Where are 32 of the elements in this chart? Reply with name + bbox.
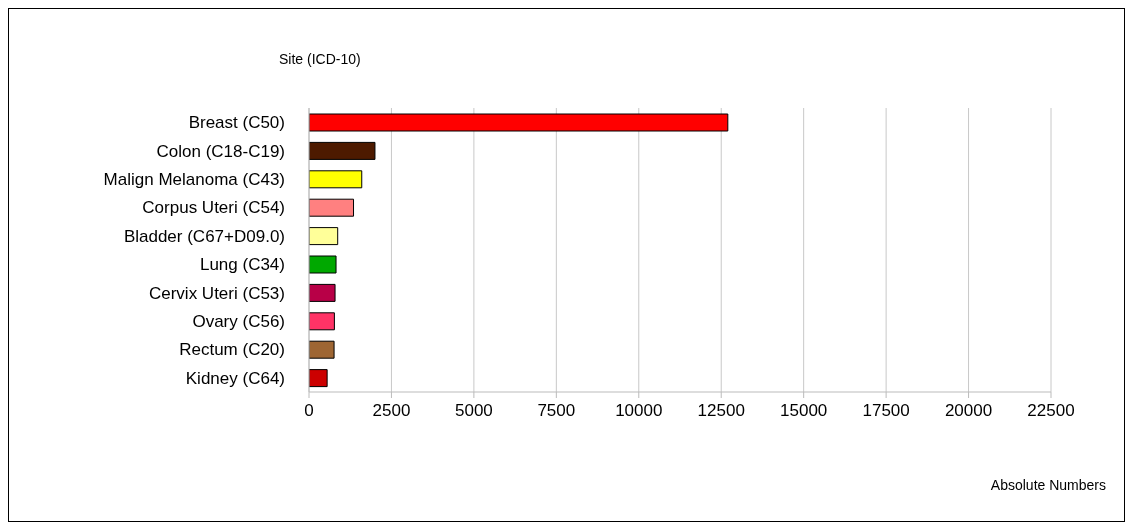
bar xyxy=(309,170,363,189)
x-tick-label: 22500 xyxy=(1027,401,1075,421)
y-tick-label: Colon (C18-C19) xyxy=(156,141,285,161)
bar xyxy=(309,312,335,331)
y-tick-label: Lung (C34) xyxy=(199,255,285,275)
x-tick-label: 7500 xyxy=(537,401,576,421)
y-tick-label: Rectum (C20) xyxy=(179,340,285,360)
bar xyxy=(309,227,339,246)
x-tick-label: 12500 xyxy=(697,401,745,421)
x-tick-label: 15000 xyxy=(780,401,828,421)
y-tick-label: Bladder (C67+D09.0) xyxy=(123,226,285,246)
y-tick-label: Malign Melanoma (C43) xyxy=(103,170,285,190)
bar xyxy=(309,141,376,160)
y-tick-label: Kidney (C64) xyxy=(185,368,285,388)
bar xyxy=(309,198,355,217)
y-tick-label: Ovary (C56) xyxy=(192,312,285,332)
x-tick-label: 17500 xyxy=(862,401,910,421)
bar xyxy=(309,283,336,302)
x-tick-label: 5000 xyxy=(454,401,493,421)
y-tick-label: Breast (C50) xyxy=(188,113,285,133)
bar xyxy=(309,369,328,388)
x-tick-label: 10000 xyxy=(615,401,663,421)
x-tick-label: 20000 xyxy=(944,401,993,421)
y-tick-label: Cervix Uteri (C53) xyxy=(148,283,285,303)
x-tick-label: 2500 xyxy=(372,401,411,421)
y-axis-title: Site (ICD-10) xyxy=(279,51,361,67)
bar xyxy=(309,340,335,359)
x-tick-label: 0 xyxy=(304,401,314,421)
bar xyxy=(309,113,729,132)
x-axis-title: Absolute Numbers xyxy=(990,477,1106,493)
y-tick-label: Corpus Uteri (C54) xyxy=(142,198,285,218)
bar xyxy=(309,255,337,274)
